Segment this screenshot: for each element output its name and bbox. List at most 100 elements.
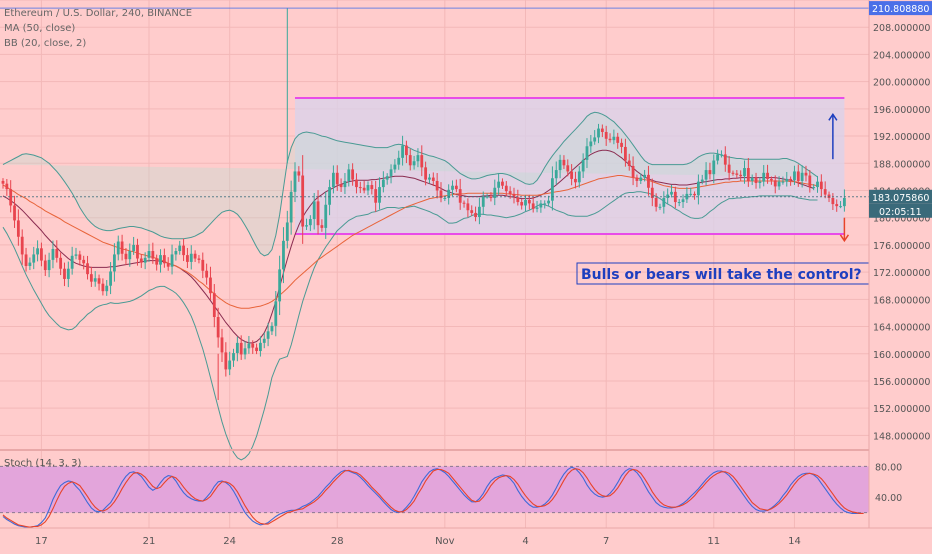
candle-body [570,171,574,179]
candle [551,166,554,211]
candle-body [1,180,5,184]
time-axis-tick: 11 [707,536,720,547]
candle-body [212,293,216,318]
stoch-title: Stoch (14, 3, 3) [4,458,81,469]
candle-body [351,169,355,180]
candle [773,175,777,194]
time-axis-tick: 28 [331,536,344,547]
countdown-tag [869,203,932,218]
candle [170,244,174,275]
candle-body [401,145,404,158]
candle [243,341,247,360]
stoch-d-line [2,468,864,528]
candle [159,249,162,273]
candle-body [289,191,293,223]
candle [16,209,20,246]
candle-body [89,274,93,282]
candle-body [278,269,282,302]
candle-body [312,201,316,220]
candle-body [370,185,374,190]
candle [793,165,796,185]
time-axis-tick: 4 [522,536,528,547]
candle [201,252,205,279]
candle-body [408,155,412,166]
candle [796,164,800,187]
candle [577,166,581,188]
candle [527,194,531,210]
candle-body [631,165,635,178]
candle-body [147,251,151,258]
candle [59,252,63,276]
candle [435,173,439,199]
candle [554,161,558,185]
candle [251,340,255,354]
candle [212,284,216,328]
candle [162,248,166,268]
candle-body [531,203,535,209]
candle [547,195,550,207]
candle-body [504,185,508,192]
candle-body [270,325,274,332]
candle-body [762,172,766,182]
candle [631,156,635,186]
candle-body [201,259,205,271]
candle [128,243,132,267]
candle [32,246,36,270]
candle-body [716,154,720,161]
candle [328,179,331,216]
candle [66,261,70,288]
candle [647,165,650,196]
candle [746,158,750,187]
candle-body [205,270,209,278]
candle-body [47,259,51,271]
candle [1,178,5,189]
candle [385,173,389,185]
candle [816,175,819,193]
time-axis-tick: 14 [788,536,801,547]
candle [743,160,746,184]
candle [193,250,197,262]
candle-body [766,172,769,179]
candle-body [554,170,558,179]
candle [270,322,274,335]
candle [727,156,731,181]
price-axis-tick: 192.000000 [873,132,930,143]
candle [466,198,470,218]
candle-body [143,257,147,263]
candle [650,178,654,207]
candle [220,328,224,362]
candle-body [308,219,312,226]
candle-body [508,191,512,194]
candle-body [524,200,527,206]
candle [689,187,693,197]
candle [5,178,9,196]
candle-body [174,251,178,255]
candle [819,174,823,197]
candle [297,166,301,182]
candle-body [451,185,454,190]
candle [501,178,504,189]
candle-body [139,258,143,263]
candle-body [593,137,597,142]
candle [831,193,835,211]
candle [74,247,78,260]
down-arrow [839,217,850,243]
stoch-axis-tick: 40.00 [875,493,902,504]
candle-body [527,200,531,204]
candle-body [55,248,59,258]
candle-body [677,202,681,204]
candle [658,203,662,210]
candle-body [243,348,247,355]
candle [758,177,762,189]
candle [132,236,136,255]
candle-body [831,197,835,205]
chart-title: Ethereum / U.S. Dollar, 240, BINANCE [4,8,192,19]
candle-body [470,210,474,213]
candle-body [439,190,443,198]
candle-body [285,222,289,241]
candle [143,252,147,270]
candle [539,200,543,213]
candle-body [224,352,228,370]
candle [704,162,708,186]
candle-body [332,172,335,188]
